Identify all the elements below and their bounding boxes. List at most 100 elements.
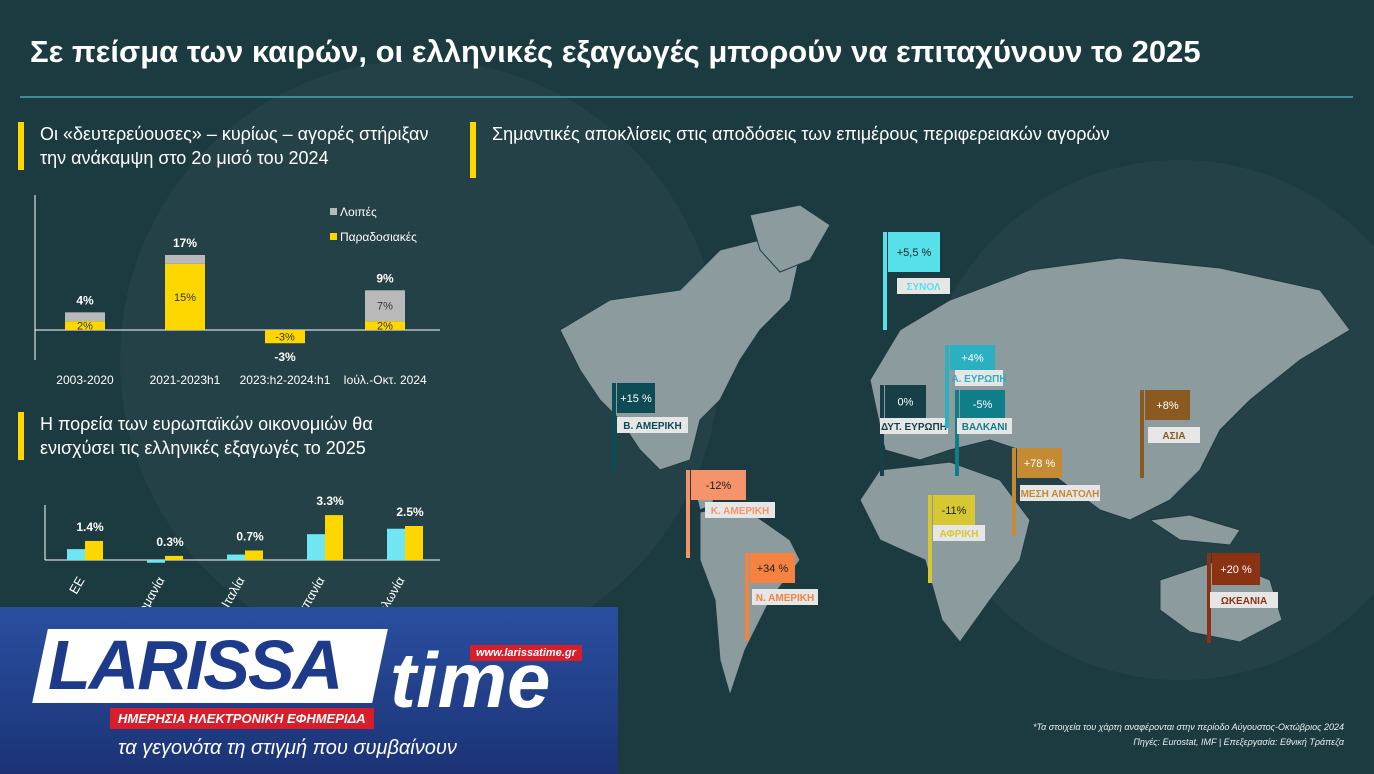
flag [750,553,795,583]
bar [325,515,343,560]
flag-pole [745,553,749,641]
region-label: ΩΚΕΑΝΙΑ [1221,596,1267,607]
x-tick-label: 2021-2023h1 [150,373,221,387]
flag [888,232,940,272]
flag [617,383,655,413]
bar [147,560,165,563]
bar [67,549,85,560]
bar [387,528,405,560]
flag-value: +34 % [757,563,789,575]
chart: 1.4%ΕΕ0.3%Γερμανία0.7%Ιταλία3.3%Ισπανία2… [44,494,440,620]
bar-segment [65,321,105,330]
source: Πηγές: Eurostat, IMF | Επεξεργασία: Εθνι… [1133,737,1344,747]
data-label: 15% [174,292,196,304]
region-label: Β. ΑΜΕΡΙΚΗ [623,421,682,432]
bar [405,526,423,560]
bar-segment [365,290,405,322]
data-label: 7% [377,301,393,313]
region-label-box [1148,427,1200,443]
total-label: 17% [173,236,197,250]
footnote: *Τα στοιχεία του χάρτη αναφέρονται στην … [1032,722,1344,732]
data-label: 0.3% [156,535,184,549]
chart: 2% 4% 2003-2020 15% 17% 2021-2023h1 -3% -3% 2023… [34,195,440,387]
x-tick-label: Ιούλ.-Οκτ. 2024 [343,373,427,387]
region-label-box [955,370,1003,386]
flag-pole [928,495,932,583]
region-label-box [752,589,818,605]
region-label: ΑΣΙΑ [1162,431,1185,442]
legend-label: Παραδοσιακές [340,230,417,244]
flag-value: -12% [706,480,732,492]
legend-swatch [330,233,337,240]
flag [960,390,1005,418]
logo-url: www.larissatime.gr [470,645,582,661]
region-label-box [957,418,1012,434]
region-label: Ν. ΑΜΕΡΙΚΗ [756,593,815,604]
total-label: 9% [376,271,394,285]
region-label-box [1020,485,1100,501]
map-title: Σημαντικές αποκλίσεις στις αποδόσεις των… [470,122,1252,178]
flag [1212,553,1260,585]
region-label-box [705,502,775,518]
region-label: Α. ΕΥΡΩΠΗ [951,374,1006,385]
bar [307,534,325,560]
flag-pole [1012,448,1016,536]
continents [559,204,1351,697]
x-tick-label: Ιταλία [218,574,248,610]
flag-pole [686,470,690,558]
logo-slogan: τα γεγονότα τη στιγμή που συμβαίνουν [118,737,457,759]
flag-pole [612,383,616,471]
flag-value: -11% [942,505,967,517]
chart-title: Οι «δευτερεύουσες» – κυρίως – αγορές στή… [18,122,440,170]
logo-name: LARISSA [48,626,343,704]
x-tick-label: 2023:h2-2024:h1 [240,373,331,387]
region-label-box [897,278,950,294]
region-label: ΣΥΝΟΛ [906,282,940,293]
legend-label: Λοιπές [340,205,377,219]
flag-pole [1140,390,1144,478]
flag [950,345,995,370]
chart-title: Η πορεία των ευρωπαϊκών οικονομιών θα εν… [18,412,440,460]
region-label-box [880,418,948,434]
flag-pole [1207,553,1211,643]
total-label: -3% [274,350,296,364]
flag-value: 0% [898,397,914,409]
flag [1017,448,1062,478]
region-label-box [617,417,688,433]
logo-subtitle: ΗΜΕΡΗΣΙΑ ΗΛΕΚΤΡΟΝΙΚΗ ΕΦΗΜΕΡΙΔΑ [110,708,374,729]
flag-value: +78 % [1024,458,1056,470]
data-label: 0.7% [236,529,264,543]
region-label: ΜΕΣΗ ΑΝΑΤΟΛΗ [1021,489,1100,500]
region-label: ΔΥΤ. ΕΥΡΩΠΗ [881,422,947,433]
map: +5,5 % ΣΥΝΟΛ +15 % Β. ΑΜΕΡΙΚΗ -12% Κ. ΑΜΕΡΙΚΗ… [559,204,1351,697]
flag-value: +8% [1156,400,1179,412]
bar-segment [165,263,205,330]
flag-value: +20 % [1220,564,1252,576]
page-title: Σε πείσμα των καιρών, οι ελληνικές εξαγω… [30,34,1201,69]
flag-value: +5,5 % [897,247,932,259]
footer: *Τα στοιχεία του χάρτη αναφέρονται στην … [860,720,1344,750]
x-tick-label: 2003-2020 [56,373,114,387]
region-label: ΒΑΛΚΑΝΙ [962,422,1008,433]
flag-value: +4% [961,353,984,365]
data-label: -3% [275,332,295,344]
flag-pole [883,232,887,330]
bar [85,540,103,560]
region-label: Κ. ΑΜΕΡΙΚΗ [711,506,770,517]
bar-segment [365,321,405,330]
flag [933,495,975,525]
bar [245,550,263,560]
data-label: 2.5% [396,505,424,519]
flag-value: -5% [973,399,993,411]
logo-box: LARISSA time www.larissatime.gr ΗΜΕΡΗΣΙΑ… [0,607,618,774]
flag [1145,390,1190,420]
bar [165,555,183,560]
region-label-box [1210,592,1278,608]
total-label: 4% [76,293,94,307]
x-tick-label: ΕΕ [66,574,88,597]
region-label-box [933,525,985,541]
flag-value: +15 % [620,393,652,405]
data-label: 1.4% [76,520,104,534]
bar [227,554,245,560]
